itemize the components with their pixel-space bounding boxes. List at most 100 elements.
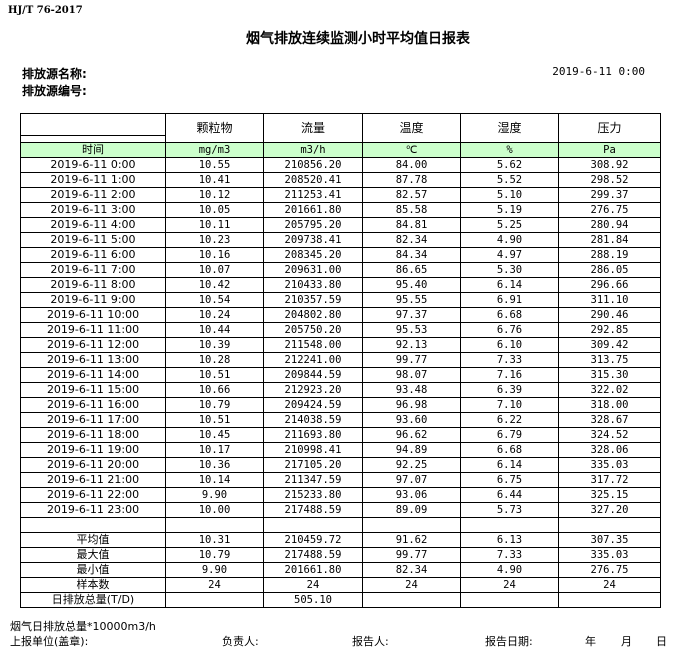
cell-value: 276.75: [558, 562, 661, 578]
unit-label: 上报单位(盖章):: [10, 635, 89, 648]
row-label: 2019-6-11 18:00: [20, 427, 166, 443]
stats-row: 样本数 24 24 24 24 24: [20, 577, 661, 593]
row-label: 2019-6-11 12:00: [20, 337, 166, 353]
cell-value: 82.57: [362, 187, 461, 203]
header-row: 颗粒物 流量 温度 湿度 压力: [20, 113, 661, 143]
cell-value: 217488.59: [263, 547, 363, 563]
cell-value: 10.55: [165, 157, 264, 173]
cell-value: 4.90: [460, 562, 559, 578]
cell-value: 276.75: [558, 202, 661, 218]
cell-value: 5.30: [460, 262, 559, 278]
cell-value: 10.54: [165, 292, 264, 308]
table-row: 2019-6-11 8:00 10.42 210433.80 95.40 6.14 296…: [20, 277, 661, 293]
cell-value: 217105.20: [263, 457, 363, 473]
cell-value: 24: [460, 577, 559, 593]
stats-row: 最小值 9.90 201661.80 82.34 4.90 276.75: [20, 562, 661, 578]
row-label: 2019-6-11 20:00: [20, 457, 166, 473]
cell-value: 85.58: [362, 202, 461, 218]
row-label: 2019-6-11 23:00: [20, 502, 166, 518]
unit: ℃: [362, 142, 461, 158]
col-header: 流量: [263, 113, 363, 143]
cell-value: 211347.59: [263, 472, 363, 488]
cell-value: 91.62: [362, 532, 461, 548]
cell-value: 6.79: [460, 427, 559, 443]
row-label: 2019-6-11 3:00: [20, 202, 166, 218]
cell-value: 212923.20: [263, 382, 363, 398]
cell-value: [460, 592, 559, 608]
cell-value: 298.52: [558, 172, 661, 188]
cell-value: 10.12: [165, 187, 264, 203]
cell-value: 205750.20: [263, 322, 363, 338]
year-label: 年: [585, 635, 596, 648]
cell-value: 94.89: [362, 442, 461, 458]
empty-row: [20, 517, 661, 533]
row-label: 2019-6-11 8:00: [20, 277, 166, 293]
cell-value: 10.51: [165, 367, 264, 383]
cell-value: 311.10: [558, 292, 661, 308]
header-corner: [20, 113, 166, 143]
cell-value: 95.40: [362, 277, 461, 293]
cell-value: 10.41: [165, 172, 264, 188]
cell-value: [460, 517, 559, 533]
cell-value: 84.81: [362, 217, 461, 233]
row-label: 2019-6-11 10:00: [20, 307, 166, 323]
col-header: 颗粒物: [165, 113, 264, 143]
table-row: 2019-6-11 4:00 10.11 205795.20 84.81 5.25 280…: [20, 217, 661, 233]
cell-value: 24: [558, 577, 661, 593]
cell-value: 96.62: [362, 427, 461, 443]
cell-value: 10.39: [165, 337, 264, 353]
row-label: 平均值: [20, 532, 166, 548]
cell-value: 6.76: [460, 322, 559, 338]
standard-code: HJ/T 76-2017: [8, 5, 83, 16]
table-row: 2019-6-11 3:00 10.05 201661.80 85.58 5.19 276…: [20, 202, 661, 218]
cell-value: 280.94: [558, 217, 661, 233]
cell-value: [558, 592, 661, 608]
row-label: 2019-6-11 9:00: [20, 292, 166, 308]
table-row: 2019-6-11 0:00 10.55 210856.20 84.00 5.62 308…: [20, 157, 661, 173]
row-label: 2019-6-11 17:00: [20, 412, 166, 428]
row-label: 2019-6-11 1:00: [20, 172, 166, 188]
row-label: 2019-6-11 19:00: [20, 442, 166, 458]
cell-value: 335.03: [558, 457, 661, 473]
cell-value: 214038.59: [263, 412, 363, 428]
cell-value: 281.84: [558, 232, 661, 248]
cell-value: 10.79: [165, 397, 264, 413]
cell-value: 205795.20: [263, 217, 363, 233]
cell-value: [558, 517, 661, 533]
cell-value: 95.53: [362, 322, 461, 338]
table-row: 2019-6-11 20:00 10.36 217105.20 92.25 6.14 33…: [20, 457, 661, 473]
cell-value: 5.52: [460, 172, 559, 188]
cell-value: 9.90: [165, 487, 264, 503]
cell-value: 204802.80: [263, 307, 363, 323]
month-label: 月: [621, 635, 632, 648]
cell-value: 10.07: [165, 262, 264, 278]
cell-value: 24: [362, 577, 461, 593]
unit: mg/m3: [165, 142, 264, 158]
cell-value: 308.92: [558, 157, 661, 173]
cell-value: 24: [263, 577, 363, 593]
cell-value: 5.62: [460, 157, 559, 173]
row-label: 2019-6-11 0:00: [20, 157, 166, 173]
cell-value: 99.77: [362, 547, 461, 563]
cell-value: 328.67: [558, 412, 661, 428]
row-label: 2019-6-11 15:00: [20, 382, 166, 398]
row-label: 2019-6-11 2:00: [20, 187, 166, 203]
cell-value: 505.10: [263, 592, 363, 608]
cell-value: 335.03: [558, 547, 661, 563]
cell-value: 10.31: [165, 532, 264, 548]
cell-value: 10.66: [165, 382, 264, 398]
cell-value: 211693.80: [263, 427, 363, 443]
units-row: 时间 mg/m3 m3/h ℃ % Pa: [20, 142, 661, 158]
cell-value: 7.33: [460, 547, 559, 563]
cell-value: 82.34: [362, 232, 461, 248]
row-label: 2019-6-11 7:00: [20, 262, 166, 278]
cell-value: 10.36: [165, 457, 264, 473]
cell-value: 93.48: [362, 382, 461, 398]
manager-label: 负责人:: [222, 635, 259, 648]
row-label: 最大值: [20, 547, 166, 563]
cell-value: 309.42: [558, 337, 661, 353]
day-label: 日: [656, 635, 667, 648]
cell-value: 215233.80: [263, 487, 363, 503]
cell-value: 288.19: [558, 247, 661, 263]
cell-value: 86.65: [362, 262, 461, 278]
